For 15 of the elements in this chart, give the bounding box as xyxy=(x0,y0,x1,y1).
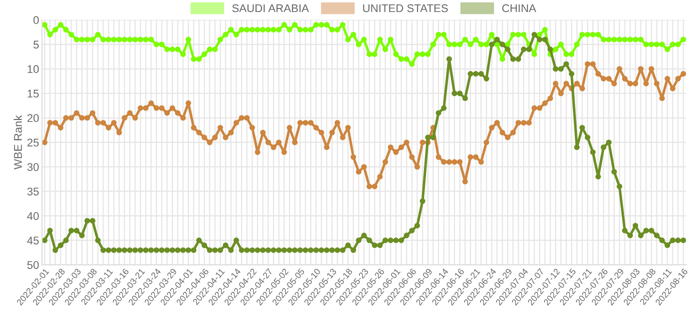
y-tick-label: 5 xyxy=(33,40,39,49)
y-tick-label: 35 xyxy=(27,188,39,196)
y-tick-label: 30 xyxy=(27,163,39,171)
y-tick-label: 15 xyxy=(28,90,39,98)
y-tick-label: 45 xyxy=(27,236,39,244)
y-tick-label: 0 xyxy=(33,16,39,24)
y-tick-label: 20 xyxy=(27,114,39,122)
legend-label: CHINA xyxy=(502,4,536,12)
legend-label: UNITED STATES xyxy=(363,4,448,12)
y-axis-title: WBE Rank xyxy=(14,115,22,170)
y-tick-label: 40 xyxy=(27,212,39,220)
legend-label: SAUDI ARABIA xyxy=(232,4,309,12)
y-tick-label: 50 xyxy=(27,261,39,269)
y-tick-label: 25 xyxy=(27,138,39,146)
y-tick-label: 10 xyxy=(28,65,39,74)
